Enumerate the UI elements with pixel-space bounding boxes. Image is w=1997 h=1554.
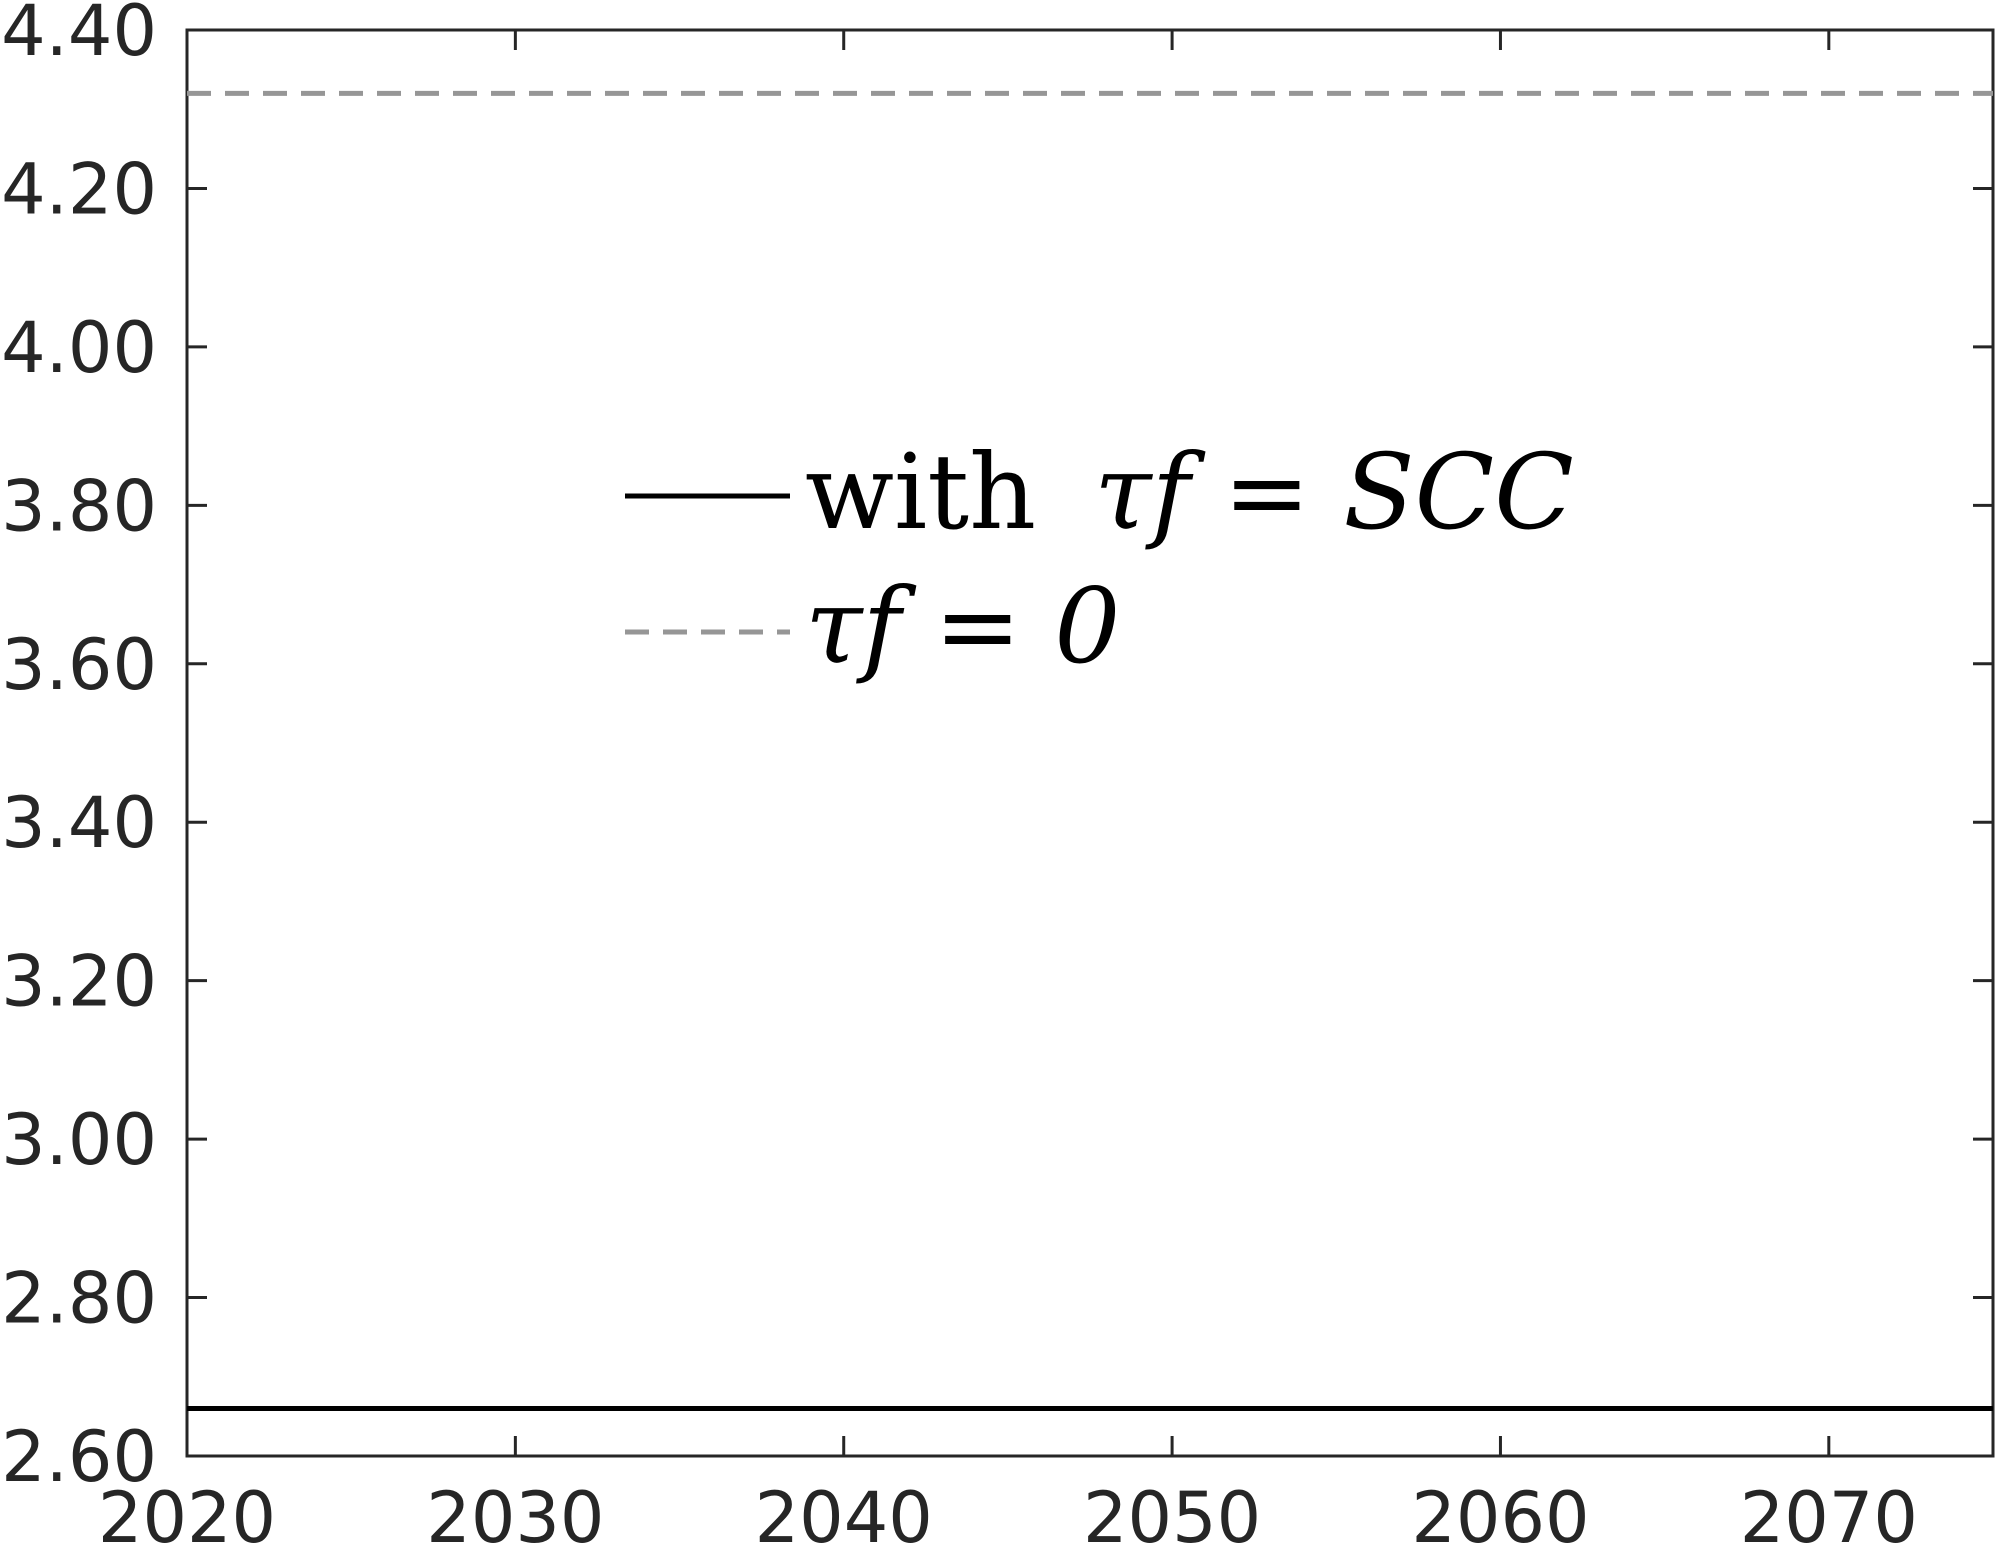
x-tick-label: 2060 <box>1411 1477 1589 1554</box>
y-tick-label: 3.80 <box>1 465 157 547</box>
y-tick-label: 4.00 <box>1 307 157 389</box>
y-tick-label: 4.20 <box>1 148 157 230</box>
x-tick-label: 2070 <box>1740 1477 1918 1554</box>
x-tick-label: 2020 <box>98 1477 276 1554</box>
y-axis: 2.60 2.80 3.00 3.20 3.40 3.60 3.80 4.00 4.20 4.40 <box>1 0 1993 1498</box>
legend: with τf = SCC τf = 0 <box>625 431 1574 687</box>
y-tick-label: 3.40 <box>1 782 157 864</box>
y-tick-label: 3.20 <box>1 941 157 1023</box>
legend-label-scc-math: τf = SCC <box>1094 431 1574 553</box>
y-tick-label: 2.80 <box>1 1258 157 1340</box>
series-layer <box>187 90 1993 1411</box>
y-tick-label: 3.00 <box>1 1099 157 1181</box>
legend-label-zero: τf = 0 <box>805 565 1120 687</box>
x-tick-label: 2030 <box>426 1477 604 1554</box>
plot-area <box>185 28 1995 1458</box>
y-tick-label: 4.40 <box>1 0 157 72</box>
y-tick-label: 2.60 <box>1 1416 157 1498</box>
x-tick-label: 2050 <box>1083 1477 1261 1554</box>
y-tick-label: 3.60 <box>1 624 157 706</box>
legend-label-scc-word: with <box>805 431 1036 553</box>
legend-label-scc: with τf = SCC <box>805 431 1574 553</box>
x-axis: 2020 2030 2040 2050 2060 2070 <box>98 30 1918 1554</box>
x-tick-label: 2040 <box>755 1477 933 1554</box>
